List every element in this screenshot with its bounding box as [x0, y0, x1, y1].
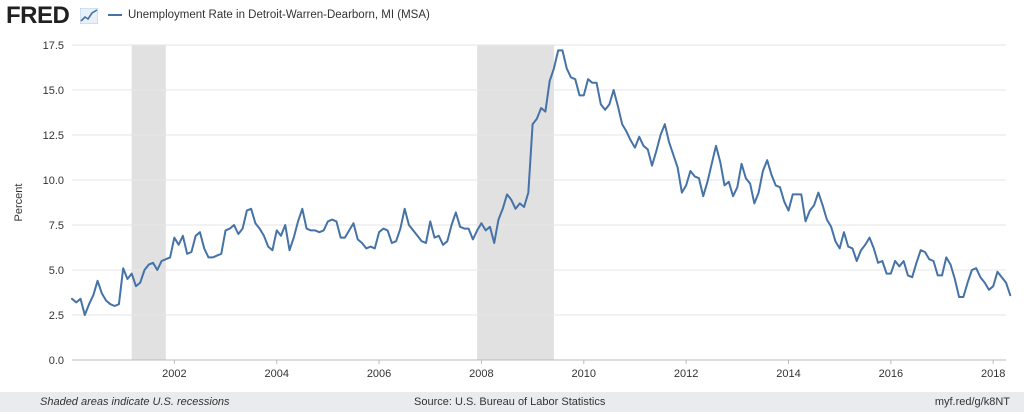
- recession-band-1: [131, 45, 166, 360]
- chart-footer: Shaded areas indicate U.S. recessions So…: [0, 392, 1024, 412]
- x-tick-label: 2014: [776, 368, 800, 380]
- legend-series-label[interactable]: Unemployment Rate in Detroit-Warren-Dear…: [128, 9, 430, 21]
- y-tick-label: 10.0: [43, 175, 64, 187]
- y-tick-label: 12.5: [43, 130, 64, 142]
- chart-header: FRED Unemployment Rate in Detroit-Warren…: [0, 0, 1024, 34]
- y-tick-label: 15.0: [43, 85, 64, 97]
- recession-band-2: [477, 45, 554, 360]
- x-tick-label: 2018: [981, 368, 1005, 380]
- x-tick-label: 2006: [367, 368, 391, 380]
- y-tick-label: 2.5: [49, 310, 64, 322]
- x-tick-label: 2008: [469, 368, 493, 380]
- fred-logo[interactable]: FRED: [6, 2, 70, 29]
- recession-bands: [131, 45, 554, 360]
- y-tick-label: 17.5: [43, 40, 64, 52]
- series-lines: [71, 49, 1012, 316]
- y-tick-label: 5.0: [49, 265, 64, 277]
- short-link[interactable]: myf.red/g/k8NT: [934, 396, 1010, 408]
- x-tick-label: 2010: [572, 368, 596, 380]
- grid-lines: [72, 44, 1006, 361]
- x-tick-label: 2004: [264, 368, 288, 380]
- recession-note: Shaded areas indicate U.S. recessions: [40, 396, 230, 408]
- legend-swatch: [108, 14, 122, 16]
- x-axis-ticks: 2002 2004 2006 2008 2010 2012 2014 2016 2018: [162, 360, 1005, 380]
- x-tick-label: 2012: [674, 368, 698, 380]
- y-tick-label: 7.5: [49, 220, 64, 232]
- y-axis-ticks: 0.0 2.5 5.0 7.5 10.0 12.5 15.0 17.5: [43, 40, 64, 367]
- series-line-1[interactable]: [71, 49, 1012, 316]
- source-note[interactable]: Source: U.S. Bureau of Labor Statistics: [414, 396, 606, 408]
- trend-line-icon: [80, 8, 98, 24]
- x-tick-label: 2016: [879, 368, 903, 380]
- chart-legend: Unemployment Rate in Detroit-Warren-Dear…: [108, 9, 430, 21]
- y-tick-label: 0.0: [49, 355, 64, 367]
- x-tick-label: 2002: [162, 368, 186, 380]
- chart-plot: 0.02.55.07.510.012.515.017.5 2002 2004 200…: [13, 40, 1012, 380]
- y-axis-title: Percent: [13, 184, 25, 222]
